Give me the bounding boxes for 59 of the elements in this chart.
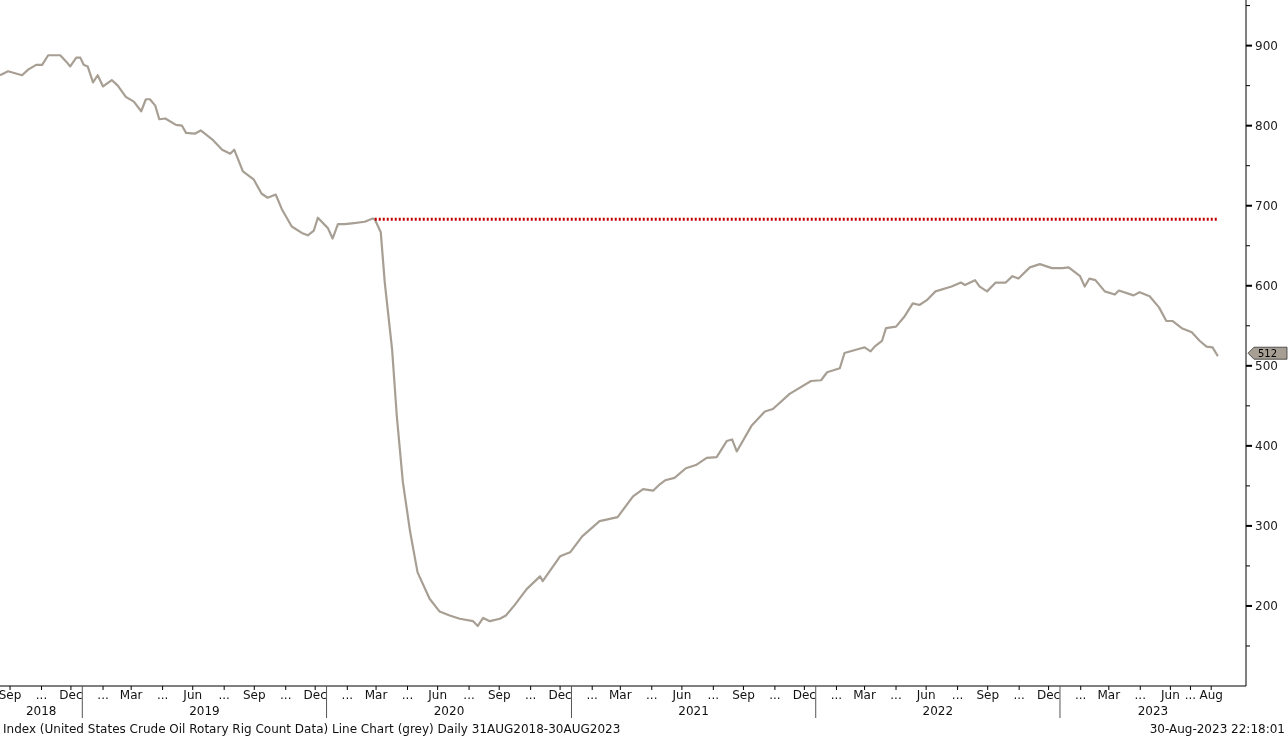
x-tick-label: Sep — [0, 688, 22, 702]
y-tick-label: 400 — [1255, 439, 1278, 454]
x-tick-label: ... — [1134, 688, 1146, 702]
x-tick-label: Dec — [792, 688, 816, 702]
x-tick-label: ... — [463, 688, 475, 702]
x-tick-label: ... — [1074, 688, 1087, 702]
x-tick-label: ... — [646, 688, 658, 702]
y-tick-label: 200 — [1255, 599, 1278, 614]
x-tick-label: ... — [35, 688, 48, 702]
x-tick-label: Mar — [1097, 688, 1121, 702]
x-tick-label: Dec — [303, 688, 327, 702]
x-tick-label: Mar — [853, 688, 876, 702]
x-tick-label: ... — [524, 688, 537, 702]
text: 512 — [1258, 347, 1278, 359]
text: 2020 — [433, 704, 465, 718]
text: 2019 — [189, 704, 220, 718]
x-tick-label: ... — [218, 688, 230, 702]
x-tick-label: ... — [1013, 688, 1025, 702]
x-tick-label: Sep — [976, 688, 1000, 702]
x-tick-label: Dec — [59, 688, 83, 702]
x-tick-label: Dec — [1036, 688, 1061, 702]
x-tick-label: Jun — [1160, 688, 1180, 702]
x-tick-label: Mar — [364, 688, 388, 702]
x-tick-label: Sep — [487, 688, 511, 702]
x-tick-label: ... — [890, 688, 902, 702]
x-tick-label: Jun — [182, 688, 203, 702]
x-tick-label: ... — [1184, 688, 1197, 702]
x-tick-label: ... — [341, 688, 354, 702]
x-tick-label: ... — [769, 688, 781, 702]
text: 2021 — [678, 704, 709, 718]
y-tick-label: 700 — [1255, 198, 1278, 213]
x-tick-label: ... — [280, 688, 292, 702]
x-tick-label: Mar — [119, 688, 143, 702]
text: 30-Aug-2023 22:18:01 — [1149, 722, 1285, 736]
text: 2023 — [1137, 704, 1169, 718]
x-tick-label: Jun — [427, 688, 448, 702]
y-tick-label: 600 — [1255, 278, 1278, 293]
x-tick-label: ... — [586, 688, 598, 702]
y-tick-label: 500 — [1255, 359, 1278, 374]
y-tick-label: 900 — [1255, 38, 1278, 53]
x-tick-label: Sep — [732, 688, 755, 702]
x-tick-label: Jun — [671, 688, 692, 702]
x-tick-label: ... — [156, 688, 169, 702]
x-tick-label: Mar — [609, 688, 632, 702]
x-tick-label: ... — [707, 688, 720, 702]
x-tick-label: Jun — [915, 688, 936, 702]
text: 2022 — [922, 704, 954, 718]
y-tick-label: 800 — [1255, 118, 1278, 133]
x-tick-label: ... — [951, 688, 964, 702]
x-tick-label: ... — [401, 688, 414, 702]
y-tick-label: 300 — [1255, 519, 1278, 534]
x-tick-label: Sep — [242, 688, 266, 702]
x-tick-label: ... — [830, 688, 843, 702]
x-tick-label: Dec — [548, 688, 572, 702]
text: 2018 — [25, 704, 57, 718]
text: Index (United States Crude Oil Rotary Rig Count Data) Line Chart (grey) Daily 31AUG2018-30AUG2023 — [3, 722, 621, 736]
line-series — [0, 54, 1219, 628]
x-tick-label: ... — [97, 688, 109, 702]
x-tick-label: Aug — [1199, 688, 1223, 702]
